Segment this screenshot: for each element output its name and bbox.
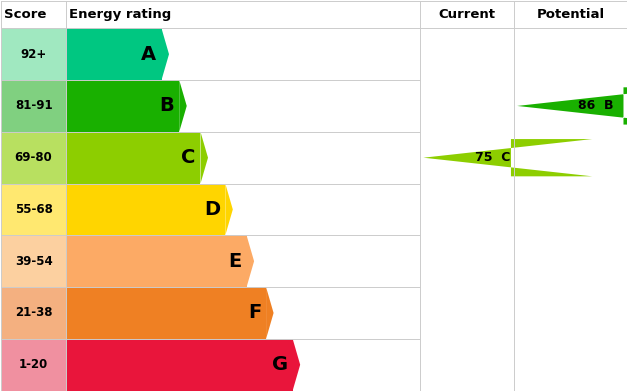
Bar (1, 28, 66, 80)
Polygon shape (423, 139, 592, 176)
Text: 86  B: 86 B (578, 100, 614, 113)
Polygon shape (266, 287, 274, 339)
Polygon shape (179, 80, 187, 132)
Polygon shape (200, 132, 208, 183)
Text: G: G (271, 355, 288, 374)
Bar (1, 339, 66, 390)
Text: A: A (141, 45, 156, 64)
Bar (1, 80, 66, 132)
Text: 92+: 92+ (21, 48, 46, 61)
Bar (66, 339, 293, 390)
Text: 1-20: 1-20 (19, 358, 48, 371)
Bar (66, 287, 266, 339)
Polygon shape (225, 183, 233, 235)
Text: 81-91: 81-91 (15, 100, 52, 113)
Bar (1, 132, 66, 183)
Text: C: C (181, 148, 195, 167)
Text: B: B (160, 96, 174, 115)
Text: Energy rating: Energy rating (69, 8, 171, 21)
Polygon shape (293, 339, 300, 390)
Bar (1, 183, 66, 235)
Polygon shape (247, 235, 254, 287)
Text: 39-54: 39-54 (14, 255, 53, 268)
Bar (66, 80, 179, 132)
Bar (1, 287, 66, 339)
Polygon shape (161, 28, 169, 80)
Bar (1, 235, 66, 287)
Text: Current: Current (439, 8, 495, 21)
Text: F: F (248, 303, 261, 323)
Text: 75  C: 75 C (475, 151, 510, 164)
Bar (66, 235, 247, 287)
Text: 69-80: 69-80 (14, 151, 53, 164)
Bar (66, 132, 200, 183)
Text: Score: Score (4, 8, 46, 21)
Polygon shape (517, 87, 628, 125)
Bar (66, 183, 225, 235)
Text: 55-68: 55-68 (14, 203, 53, 216)
Text: 21-38: 21-38 (15, 307, 52, 319)
Text: Potential: Potential (536, 8, 604, 21)
Text: D: D (204, 200, 220, 219)
Bar (66, 28, 161, 80)
Text: E: E (229, 252, 242, 271)
